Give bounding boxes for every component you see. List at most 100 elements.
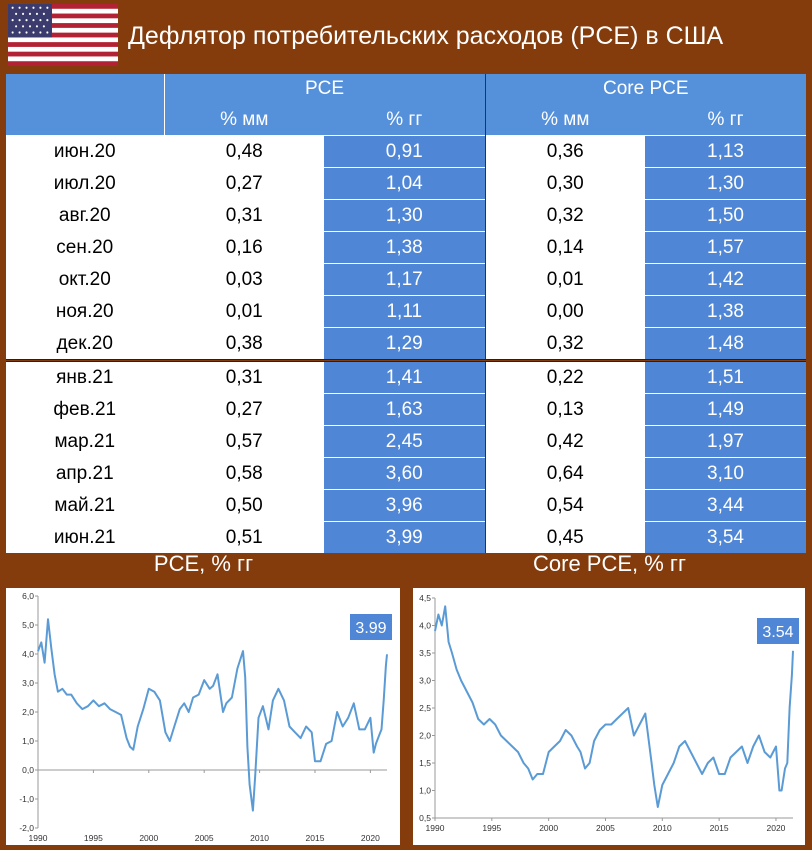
last-value-label: 3.99 [355, 620, 386, 637]
core-yy-cell: 3,44 [645, 489, 807, 522]
header-empty [6, 74, 164, 104]
y-tick-label: 2,0 [419, 731, 431, 741]
pce-mm-cell: 0,31 [163, 359, 324, 394]
core-mm-cell: 0,42 [484, 425, 646, 458]
y-tick-label: 2,5 [419, 703, 431, 713]
pce-mm-cell: 0,58 [163, 457, 324, 490]
pce-yy-cell: 0,91 [324, 135, 486, 168]
pce-yy-cell: 1,38 [324, 231, 486, 264]
month-cell: фев.21 [6, 393, 164, 426]
x-tick-label: 1990 [426, 823, 445, 833]
group-header-core-pce: Core PCE [484, 74, 807, 104]
month-cell: сен.20 [6, 231, 164, 264]
core-yy-cell: 1,13 [645, 135, 807, 168]
sub-header-pce-yy: % гг [324, 104, 486, 136]
us-flag-icon [8, 4, 118, 66]
pce-yy-cell: 2,45 [324, 425, 486, 458]
group-header-pce: PCE [163, 74, 486, 104]
series-line [37, 618, 388, 812]
y-tick-label: 0,0 [22, 765, 34, 775]
core-mm-cell: 0,00 [484, 295, 646, 328]
x-tick-label: 1995 [482, 823, 501, 833]
series-line [434, 605, 794, 808]
pce-mm-cell: 0,16 [163, 231, 324, 264]
month-cell: авг.20 [6, 199, 164, 232]
pce-yy-cell: 1,30 [324, 199, 486, 232]
table-row: апр.21 0,58 3,60 0,64 3,10 [6, 457, 807, 490]
core-yy-cell: 1,49 [645, 393, 807, 426]
core-mm-cell: 0,22 [484, 359, 646, 394]
pce-yy-cell: 3,60 [324, 457, 486, 490]
core-mm-cell: 0,64 [484, 457, 646, 490]
x-tick-label: 2015 [710, 823, 729, 833]
core-mm-cell: 0,45 [484, 521, 646, 553]
page-title: Дефлятор потребительских расходов (PCE) … [128, 22, 724, 50]
pce-mm-cell: 0,38 [163, 327, 324, 361]
core-mm-cell: 0,54 [484, 489, 646, 522]
table-row: июл.20 0,27 1,04 0,30 1,30 [6, 167, 807, 200]
core-mm-cell: 0,01 [484, 263, 646, 296]
y-tick-label: 4,0 [22, 649, 34, 659]
month-cell: май.21 [6, 489, 164, 522]
core-mm-cell: 0,32 [484, 199, 646, 232]
table-row: авг.20 0,31 1,30 0,32 1,50 [6, 199, 807, 232]
month-cell: дек.20 [6, 327, 164, 361]
x-tick-label: 2005 [195, 833, 214, 843]
month-cell: июн.20 [6, 135, 164, 168]
core-yy-cell: 3,10 [645, 457, 807, 490]
x-tick-label: 2010 [653, 823, 672, 833]
pce-mm-cell: 0,27 [163, 393, 324, 426]
month-cell: апр.21 [6, 457, 164, 490]
last-value-badge [757, 618, 799, 644]
core-yy-cell: 1,30 [645, 167, 807, 200]
x-tick-label: 2015 [306, 833, 325, 843]
core-yy-cell: 3,54 [645, 521, 807, 553]
core-pce-line-chart: 0,5 1,0 1,5 2,0 2,5 3,0 3,5 4,0 4,5 1990 1995 2000 2… [419, 593, 799, 833]
y-tick-label: 5,0 [22, 620, 34, 630]
table-row: ноя.20 0,01 1,11 0,00 1,38 [6, 295, 807, 328]
month-cell: июл.20 [6, 167, 164, 200]
chart-title-core-pce: Core PCE, % гг [533, 551, 686, 576]
y-tick-label: 3,0 [22, 678, 34, 688]
y-tick-label: 3,0 [419, 676, 431, 686]
pce-mm-cell: 0,50 [163, 489, 324, 522]
table-row: мар.21 0,57 2,45 0,42 1,97 [6, 425, 807, 458]
month-cell: ноя.20 [6, 295, 164, 328]
sub-header-core-mm: % мм [484, 104, 646, 136]
last-value-badge [350, 614, 392, 640]
chart-title-pce: PCE, % гг [153, 551, 254, 576]
y-tick-label: 3,5 [419, 648, 431, 658]
core-yy-cell: 1,48 [645, 327, 807, 361]
pce-yy-cell: 1,11 [324, 295, 486, 328]
y-tick-label: 6,0 [22, 591, 34, 601]
pce-mm-cell: 0,27 [163, 167, 324, 200]
y-tick-label: 4,5 [419, 593, 431, 603]
core-mm-cell: 0,32 [484, 327, 646, 361]
pce-yy-cell: 1,63 [324, 393, 486, 426]
y-tick-label: -2,0 [19, 823, 34, 833]
y-tick-label: 1,5 [419, 758, 431, 768]
pce-yy-cell: 1,17 [324, 263, 486, 296]
month-cell: июн.21 [6, 521, 164, 553]
group-header-row: PCE Core PCE [6, 74, 807, 104]
sub-header-row: % мм % гг % мм % гг [6, 104, 807, 136]
month-cell: мар.21 [6, 425, 164, 458]
y-tick-label: 1,0 [22, 736, 34, 746]
x-tick-label: 2000 [139, 833, 158, 843]
table-row: фев.21 0,27 1,63 0,13 1,49 [6, 393, 807, 426]
core-mm-cell: 0,36 [484, 135, 646, 168]
pce-mm-cell: 0,01 [163, 295, 324, 328]
core-mm-cell: 0,14 [484, 231, 646, 264]
x-tick-label: 2010 [250, 833, 269, 843]
table-row: окт.20 0,03 1,17 0,01 1,42 [6, 263, 807, 296]
y-tick-label: 1,0 [419, 786, 431, 796]
pce-yy-cell: 1,29 [324, 327, 486, 361]
header-empty [6, 104, 164, 136]
x-tick-label: 1990 [29, 833, 48, 843]
core-yy-cell: 1,97 [645, 425, 807, 458]
x-tick-label: 2020 [766, 823, 785, 833]
month-cell: янв.21 [6, 359, 164, 394]
core-yy-cell: 1,57 [645, 231, 807, 264]
table-row: май.21 0,50 3,96 0,54 3,44 [6, 489, 807, 522]
pce-yy-cell: 1,41 [324, 359, 486, 394]
